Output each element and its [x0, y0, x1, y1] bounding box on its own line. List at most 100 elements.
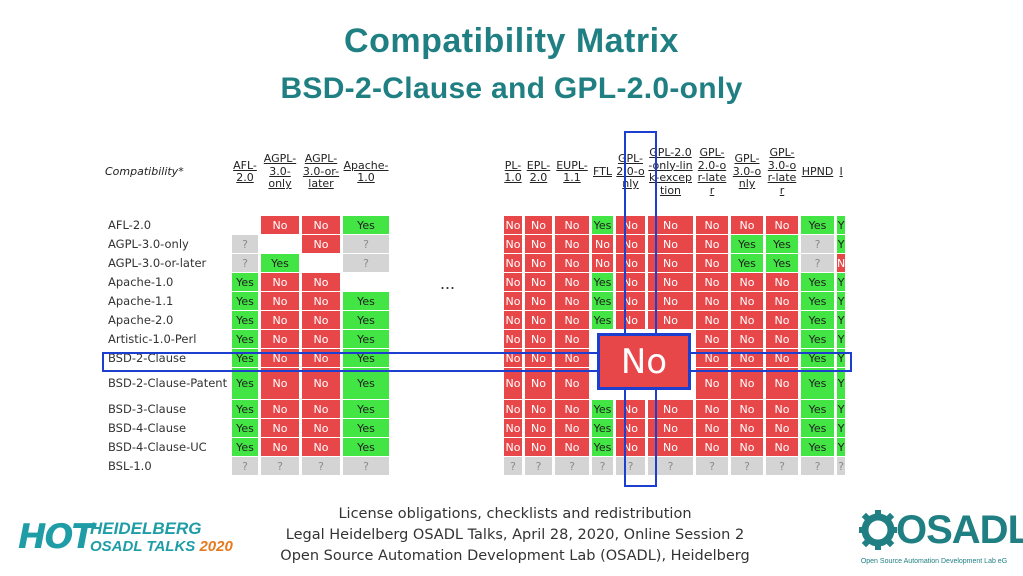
matrix-cell: No	[696, 400, 728, 418]
column-header-agpl-3-0-only: AGPL-3.0-only	[261, 129, 299, 215]
matrix-cell	[343, 273, 389, 291]
matrix-cell: Yes	[801, 438, 834, 456]
matrix-cell: No	[616, 438, 645, 456]
matrix-cell: Y	[837, 438, 846, 456]
matrix-cell: Yes	[592, 216, 613, 234]
matrix-cell: No	[766, 330, 798, 348]
hot-logo: HOT HEIDELBERG OSADL TALKS 2020	[18, 517, 233, 557]
matrix-cell: Yes	[232, 400, 258, 418]
matrix-cell: Y	[837, 292, 846, 310]
row-label-bsd-2-clause-patent: BSD-2-Clause-Patent	[108, 376, 228, 390]
matrix-cell: No	[648, 311, 693, 329]
matrix-cell: No	[696, 419, 728, 437]
column-header-gpl-2-0-only: GPL-2.0-only	[616, 129, 645, 215]
matrix-cell: ?	[801, 457, 834, 475]
matrix-cell	[232, 216, 258, 234]
matrix-cell: No	[766, 292, 798, 310]
matrix-cell: No	[766, 368, 798, 399]
column-header-eupl-1-1: EUPL-1.1	[555, 129, 589, 215]
footer-line-2: Legal Heidelberg OSADL Talks, April 28, …	[285, 527, 745, 543]
footer-text: License obligations, checklists and redi…	[260, 504, 770, 567]
hot-logo-line1: HEIDELBERG	[90, 519, 202, 538]
column-header-afl-2-0: AFL-2.0	[232, 129, 258, 215]
matrix-cell: Y	[837, 400, 846, 418]
matrix-cell: No	[302, 330, 340, 348]
matrix-cell: ?	[232, 457, 258, 475]
row-label-apache-1-0: Apache-1.0	[108, 274, 174, 289]
table-row: BSD-3-Clause Yes No No Yes	[105, 400, 389, 418]
table-row: AGPL-3.0-or-later? Yes?	[105, 254, 389, 272]
matrix-cell: No	[731, 292, 763, 310]
matrix-cell: No	[504, 311, 522, 329]
row-label-apache-2-0: Apache-2.0	[108, 312, 174, 327]
matrix-left: Compatibility* AFL-2.0 AGPL-3.0-only AGPL-3…	[102, 128, 392, 476]
matrix-cell: Yes	[232, 419, 258, 437]
matrix-cell: No	[766, 216, 798, 234]
matrix-cell: No	[696, 311, 728, 329]
column-header-agpl-3-0-or-later: AGPL-3.0-or-later	[302, 129, 340, 215]
matrix-corner-label: Compatibility*	[105, 129, 229, 215]
matrix-cell: No	[555, 330, 589, 348]
matrix-cell: Yes	[592, 273, 613, 291]
matrix-cell: Yes	[343, 330, 389, 348]
column-header-hpnd: HPND	[801, 129, 834, 215]
table-row: ???????????	[504, 457, 846, 475]
matrix-cell: No	[261, 400, 299, 418]
column-highlight-gpl-2-0-only	[624, 131, 657, 487]
matrix-cell: No	[504, 438, 522, 456]
matrix-cell: No	[731, 368, 763, 399]
matrix-cell: No	[555, 292, 589, 310]
matrix-cell: No	[525, 292, 552, 310]
matrix-cell: ?	[592, 457, 613, 475]
matrix-cell: No	[261, 273, 299, 291]
matrix-cell: Yes	[232, 438, 258, 456]
column-header-i: I	[837, 129, 846, 215]
matrix-cell: Yes	[343, 438, 389, 456]
matrix-cell: Yes	[232, 330, 258, 348]
row-label-bsd-4-clause: BSD-4-Clause	[108, 420, 187, 435]
matrix-cell: ?	[525, 457, 552, 475]
matrix-cell: No	[616, 254, 645, 272]
matrix-cell: No	[525, 400, 552, 418]
matrix-cell: No	[731, 216, 763, 234]
matrix-cell: No	[696, 438, 728, 456]
matrix-cell: ?	[648, 457, 693, 475]
row-label-agpl-3-0-or-later: AGPL-3.0-or-later	[108, 255, 207, 270]
matrix-cell: No	[555, 368, 589, 399]
matrix-cell: No	[616, 235, 645, 253]
table-row: BSD-2-Clause-Patent Yes No No Yes	[105, 368, 389, 399]
matrix-cell: Yes	[343, 216, 389, 234]
ellipsis: ...	[440, 273, 456, 293]
matrix-cell: No	[616, 292, 645, 310]
matrix-cell: ?	[343, 254, 389, 272]
matrix-cell: No	[616, 273, 645, 291]
matrix-cell: No	[555, 254, 589, 272]
matrix-cell: No	[525, 254, 552, 272]
matrix-cell: Yes	[232, 368, 258, 399]
matrix-cell: No	[302, 368, 340, 399]
matrix-cell: No	[696, 235, 728, 253]
matrix-cell: No	[261, 311, 299, 329]
matrix-cell: Yes	[592, 311, 613, 329]
matrix-cell: ?	[302, 457, 340, 475]
column-header-gpl-2-0-or-later: GPL-2.0-or-later	[696, 129, 728, 215]
matrix-cell: ?	[232, 254, 258, 272]
matrix-cell: Yes	[801, 311, 834, 329]
matrix-cell: No	[555, 273, 589, 291]
matrix-cell: Yes	[232, 273, 258, 291]
matrix-cell: Yes	[343, 311, 389, 329]
matrix-cell: No	[616, 419, 645, 437]
table-row: Apache-1.0 Yes No No	[105, 273, 389, 291]
matrix-cell: No	[525, 438, 552, 456]
matrix-cell: ?	[837, 457, 846, 475]
row-label-bsl-1-0: BSL-1.0	[108, 458, 152, 473]
table-row: No No No No No No No Yes Yes? Y	[504, 235, 846, 253]
matrix-cell: No	[302, 216, 340, 234]
matrix-cell: No	[504, 368, 522, 399]
matrix-cell: ?	[555, 457, 589, 475]
matrix-cell: No	[525, 235, 552, 253]
matrix-cell: No	[504, 273, 522, 291]
table-row: BSL-1.0????	[105, 457, 389, 475]
matrix-cell: Yes	[343, 400, 389, 418]
matrix-cell: ?	[343, 457, 389, 475]
